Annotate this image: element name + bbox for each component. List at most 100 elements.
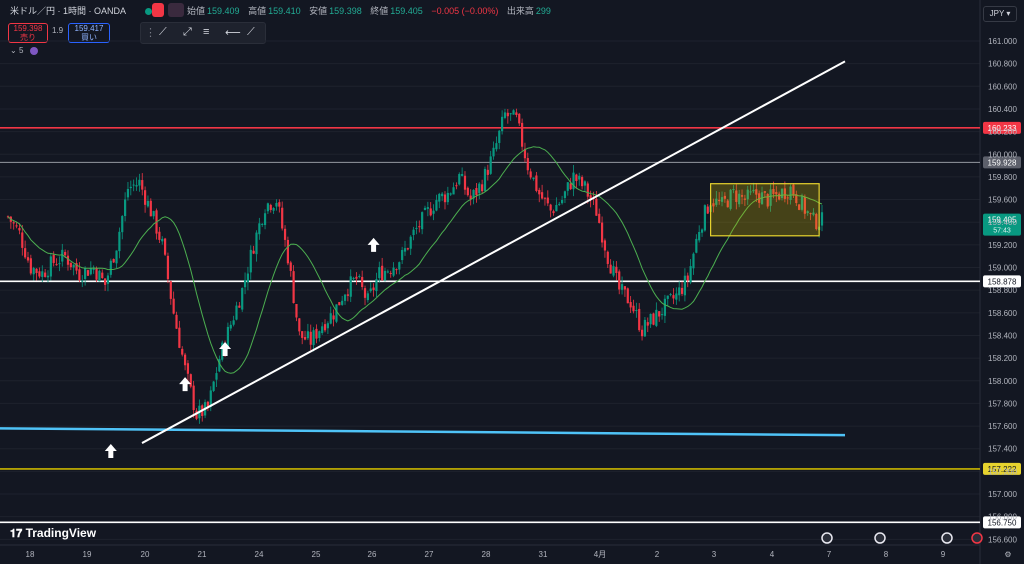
candle-body: [592, 198, 595, 200]
economic-event-icon[interactable]: [941, 532, 953, 544]
candle-body: [635, 310, 638, 312]
candle-body: [555, 204, 558, 212]
candle-body: [81, 280, 84, 282]
price-tick-label: 159.600: [988, 196, 1017, 205]
candle-body: [763, 191, 766, 193]
candle-body: [658, 311, 661, 317]
economic-event-icon[interactable]: [971, 532, 983, 544]
candle-body: [492, 147, 495, 157]
candle-body: [121, 216, 124, 233]
price-tick-label: 159.000: [988, 264, 1017, 273]
ray-tool-icon[interactable]: ⤢: [183, 26, 192, 38]
candle-body: [481, 184, 484, 192]
time-tick-label: 25: [312, 550, 321, 559]
candle-body: [298, 318, 301, 332]
sell-price: 159.398: [13, 24, 43, 33]
candle-body: [421, 212, 424, 230]
candle-body: [729, 189, 732, 209]
moving-average-line: [7, 146, 823, 374]
candle-body: [292, 271, 295, 304]
economic-event-icon[interactable]: [821, 532, 833, 544]
settings-icon[interactable]: [168, 3, 184, 17]
candle-body: [409, 236, 412, 249]
price-axis[interactable]: 161.000 160.800 160.600 160.400 160.200 160.0…: [988, 37, 1017, 544]
candle-body: [49, 256, 52, 277]
candle-body: [600, 222, 604, 243]
candle-body: [318, 331, 321, 339]
price-tick-label: 160.800: [988, 60, 1017, 69]
sell-button[interactable]: 159.398 売り: [8, 23, 48, 43]
candle-body: [426, 207, 429, 209]
candle-body: [64, 252, 67, 256]
alert-icon[interactable]: [152, 3, 164, 17]
candle-body: [612, 266, 615, 276]
up-arrow-icon[interactable]: [104, 443, 117, 458]
trend-line[interactable]: [141, 60, 846, 444]
candle-body: [381, 265, 384, 281]
candle-body: [6, 216, 10, 218]
economic-event-icon[interactable]: [874, 532, 886, 544]
candle-body: [643, 319, 647, 337]
interval-badge[interactable]: ⌄ 5: [10, 46, 38, 55]
candle-body: [780, 188, 784, 199]
buy-button[interactable]: 159.417 買い: [68, 23, 110, 43]
symbol-title[interactable]: 米ドル／円 · 1時間 · OANDA: [10, 6, 127, 16]
candle-body: [295, 303, 298, 318]
price-level-tag: [983, 462, 1021, 475]
candle-body: [809, 213, 812, 215]
indicator-icon[interactable]: [29, 46, 38, 55]
candle-body: [483, 168, 487, 191]
candle-body: [269, 204, 272, 210]
price-level-tag: [983, 275, 1021, 288]
candle-body: [112, 259, 115, 263]
candle-body: [44, 272, 47, 277]
candle-body: [155, 210, 158, 234]
horizontal-ray-tool-icon[interactable]: ⟵: [225, 27, 241, 39]
candle-body: [818, 226, 821, 231]
candle-body: [281, 207, 284, 229]
candle-body: [109, 260, 112, 275]
candle-body: [26, 257, 30, 261]
axis-settings-icon[interactable]: ⚙: [1004, 550, 1011, 559]
price-tick-label: 159.400: [988, 218, 1017, 227]
candle-body: [472, 189, 475, 199]
support-line[interactable]: [0, 427, 846, 437]
candle-body: [812, 212, 815, 215]
candle-body: [709, 205, 712, 212]
candle-body: [672, 295, 675, 299]
price-level-tag: [983, 156, 1021, 169]
currency-selector[interactable]: JPY ▾: [983, 6, 1017, 22]
extended-line-tool-icon[interactable]: ⟋: [247, 26, 255, 38]
candle-body: [306, 331, 309, 339]
candle-body: [515, 112, 518, 115]
price-tick-label: 161.000: [988, 37, 1017, 46]
time-tick-label: 20: [141, 550, 150, 559]
candle-body: [355, 276, 358, 279]
up-arrow-icon[interactable]: [179, 377, 192, 392]
candle-body: [418, 226, 421, 228]
drag-handle-icon[interactable]: ⋮: [145, 27, 156, 39]
price-level-label: 158.878: [988, 277, 1017, 286]
candle-body: [201, 405, 204, 416]
time-tick-label: 4月: [594, 550, 606, 559]
up-arrow-icon[interactable]: [367, 237, 380, 252]
time-axis[interactable]: 18 19 20 21 24 25 26 27 28 31 4月 2 3 4 7 8 9 ⚙: [26, 532, 1012, 559]
up-arrow-icon[interactable]: [219, 342, 232, 357]
candle-body: [401, 250, 404, 261]
price-tick-label: 157.200: [988, 467, 1017, 476]
range-box[interactable]: [710, 183, 820, 237]
candle-body: [92, 267, 95, 271]
candle-body: [143, 190, 147, 205]
parallel-channel-tool-icon[interactable]: ≡: [203, 26, 210, 38]
chart-header: 米ドル／円 · 1時間 · OANDA 始値 159.409 高値 159.410 …: [0, 0, 980, 22]
candle-body: [226, 326, 230, 349]
price-level-tag: [983, 121, 1021, 134]
candle-body: [652, 313, 655, 325]
tradingview-logo[interactable]: 𝟏𝟕 TradingView: [10, 526, 96, 541]
candle-body: [632, 305, 635, 312]
trend-line-tool-icon[interactable]: ⟋: [159, 26, 167, 38]
candle-body: [289, 262, 292, 271]
candle-body: [760, 192, 764, 205]
candle-body: [598, 213, 601, 223]
